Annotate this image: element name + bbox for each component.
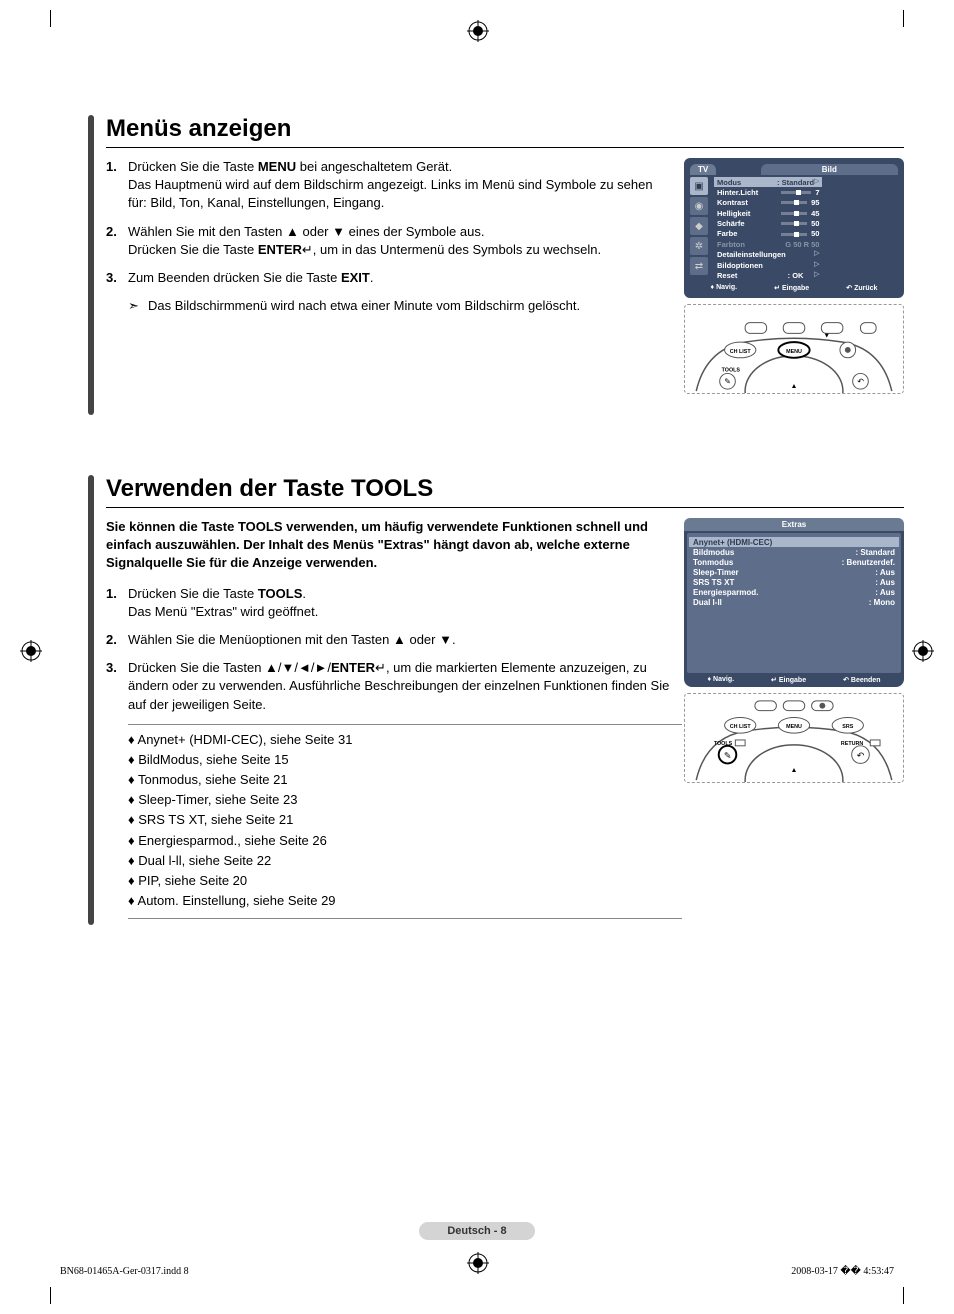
input-icon: ⇄ <box>690 257 708 275</box>
nav-hint: ♦ Navig. <box>711 284 738 292</box>
step-item: 1.Drücken Sie die Taste MENU bei angesch… <box>106 158 672 213</box>
reference-item: ♦ Tonmodus, siehe Seite 21 <box>128 771 682 789</box>
osd-row: Reset: OK▷ <box>714 270 822 280</box>
section-title: Verwenden der Taste TOOLS <box>106 475 904 503</box>
osd-row: Bildoptionen▷ <box>714 260 822 270</box>
osd-footer: ♦ Navig. ↵ Eingabe ↶ Beenden <box>687 673 901 684</box>
svg-text:CH LIST: CH LIST <box>730 724 752 730</box>
step-item: 2.Wählen Sie die Menüoptionen mit den Ta… <box>106 631 682 649</box>
osd-row: Hinter.Licht7 <box>714 187 822 197</box>
svg-text:CH LIST: CH LIST <box>730 349 752 355</box>
settings-icon: ✲ <box>690 237 708 255</box>
svg-text:▼: ▼ <box>823 332 830 339</box>
osd-row: Modus: Standard▷ <box>714 177 822 187</box>
osd-row: Energiesparmod.: Aus <box>691 587 897 597</box>
note: ➣ Das Bildschirmmenü wird nach etwa eine… <box>128 297 672 315</box>
reference-item: ♦ Energiesparmod., siehe Seite 26 <box>128 832 682 850</box>
enter-hint: ↵ Eingabe <box>774 284 809 292</box>
reference-list: ♦ Anynet+ (HDMI-CEC), siehe Seite 31 ♦ Bi… <box>128 724 682 920</box>
page-number: Deutsch - 8 <box>0 1221 954 1239</box>
reference-item: ♦ PIP, siehe Seite 20 <box>128 872 682 890</box>
svg-text:▲: ▲ <box>791 767 798 774</box>
reference-item: ♦ Autom. Einstellung, siehe Seite 29 <box>128 892 682 910</box>
section-accent-bar <box>88 475 94 925</box>
reference-item: ♦ SRS TS XT, siehe Seite 21 <box>128 811 682 829</box>
svg-text:MENU: MENU <box>786 349 802 355</box>
enter-hint: ↵ Eingabe <box>771 676 806 684</box>
osd-bild-screenshot: TV Bild ▣ ◉ ◆ ✲ ⇄ Mod <box>684 158 904 298</box>
reference-item: ♦ Dual l-ll, siehe Seite 22 <box>128 852 682 870</box>
osd-footer: ♦ Navig. ↵ Eingabe ↶ Zurück <box>690 281 898 292</box>
osd-row: Tonmodus: Benutzerdef. <box>691 557 897 567</box>
osd-row: Farbe50 <box>714 229 822 239</box>
steps-list: 1.Drücken Sie die Taste TOOLS.Das Menü "… <box>106 585 682 714</box>
registration-mark-icon <box>20 640 42 662</box>
osd-sidebar: ▣ ◉ ◆ ✲ ⇄ <box>690 177 712 281</box>
step-item: 3.Drücken Sie die Tasten ▲/▼/◄/►/ENTER↵,… <box>106 659 682 714</box>
osd-row: Detaileinstellungen▷ <box>714 250 822 260</box>
osd-row: Anynet+ (HDMI-CEC) <box>689 537 899 547</box>
osd-row: Kontrast95 <box>714 198 822 208</box>
back-hint: ↶ Beenden <box>843 676 880 684</box>
sound-icon: ◉ <box>690 197 708 215</box>
osd-row: Helligkeit45 <box>714 208 822 218</box>
nav-hint: ♦ Navig. <box>708 676 735 684</box>
remote-illustration: CH LIST MENU SRS TOOLS ✎ RETURN <box>684 693 904 783</box>
step-item: 2.Wählen Sie mit den Tasten ▲ oder ▼ ein… <box>106 223 672 259</box>
osd-row: Schärfe50 <box>714 219 822 229</box>
osd-row: Bildmodus: Standard <box>691 547 897 557</box>
step-item: 1.Drücken Sie die Taste TOOLS.Das Menü "… <box>106 585 682 621</box>
section-title: Menüs anzeigen <box>106 115 904 143</box>
osd-row: Dual l-ll: Mono <box>691 597 897 607</box>
svg-text:↶: ↶ <box>857 377 864 386</box>
svg-text:MENU: MENU <box>786 724 802 730</box>
osd-row: FarbtonG 50 R 50 <box>714 239 822 249</box>
back-hint: ↶ Zurück <box>846 284 877 292</box>
reference-item: ♦ BildModus, siehe Seite 15 <box>128 751 682 769</box>
svg-text:↶: ↶ <box>857 751 865 761</box>
picture-icon: ▣ <box>690 177 708 195</box>
osd-row: Sleep-Timer: Aus <box>691 567 897 577</box>
svg-text:✎: ✎ <box>724 377 731 386</box>
channel-icon: ◆ <box>690 217 708 235</box>
registration-mark-icon <box>912 640 934 662</box>
intro-text: Sie können die Taste TOOLS verwenden, um… <box>106 518 682 573</box>
registration-mark-icon <box>467 20 489 42</box>
svg-text:TOOLS: TOOLS <box>722 367 741 373</box>
reference-item: ♦ Anynet+ (HDMI-CEC), siehe Seite 31 <box>128 731 682 749</box>
osd-row: SRS TS XT: Aus <box>691 577 897 587</box>
svg-text:▲: ▲ <box>791 383 798 390</box>
steps-list: 1.Drücken Sie die Taste MENU bei angesch… <box>106 158 672 287</box>
osd-extras-screenshot: Extras Anynet+ (HDMI-CEC)Bildmodus: Stan… <box>684 518 904 687</box>
step-item: 3.Zum Beenden drücken Sie die Taste EXIT… <box>106 269 672 287</box>
remote-illustration: CH LIST MENU TOOLS ✎ ↶ ▲ ▼ <box>684 304 904 394</box>
footer-metadata: BN68-01465A-Ger-0317.indd 8 2008-03-17 �… <box>60 1266 894 1277</box>
reference-item: ♦ Sleep-Timer, siehe Seite 23 <box>128 791 682 809</box>
svg-text:✎: ✎ <box>724 751 731 761</box>
svg-text:SRS: SRS <box>842 724 853 730</box>
note-chevron-icon: ➣ <box>128 297 148 315</box>
section-accent-bar <box>88 115 94 415</box>
